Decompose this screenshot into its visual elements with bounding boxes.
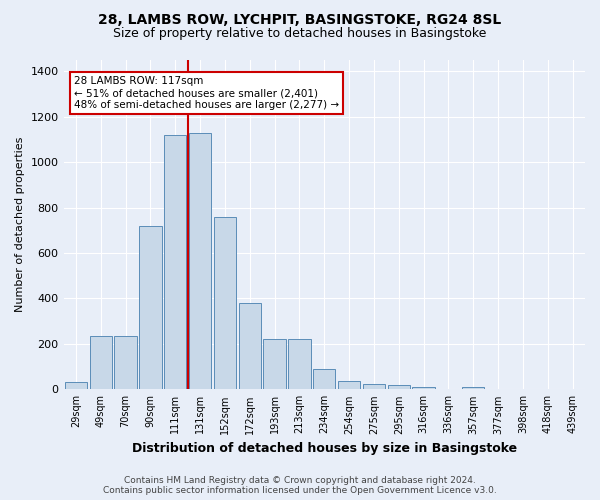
Text: 28, LAMBS ROW, LYCHPIT, BASINGSTOKE, RG24 8SL: 28, LAMBS ROW, LYCHPIT, BASINGSTOKE, RG2… <box>98 12 502 26</box>
Bar <box>263 339 286 390</box>
Bar <box>115 336 137 390</box>
Bar <box>313 369 335 390</box>
X-axis label: Distribution of detached houses by size in Basingstoke: Distribution of detached houses by size … <box>132 442 517 455</box>
Text: 28 LAMBS ROW: 117sqm
← 51% of detached houses are smaller (2,401)
48% of semi-de: 28 LAMBS ROW: 117sqm ← 51% of detached h… <box>74 76 339 110</box>
Bar <box>214 216 236 390</box>
Bar <box>65 382 87 390</box>
Bar <box>388 385 410 390</box>
Bar <box>139 226 161 390</box>
Bar <box>363 384 385 390</box>
Bar <box>338 382 360 390</box>
Bar <box>288 339 311 390</box>
Bar <box>412 387 435 390</box>
Y-axis label: Number of detached properties: Number of detached properties <box>15 137 25 312</box>
Bar <box>462 387 484 390</box>
Bar <box>89 336 112 390</box>
Bar <box>239 303 261 390</box>
Text: Contains HM Land Registry data © Crown copyright and database right 2024.
Contai: Contains HM Land Registry data © Crown c… <box>103 476 497 495</box>
Text: Size of property relative to detached houses in Basingstoke: Size of property relative to detached ho… <box>113 28 487 40</box>
Bar <box>164 135 187 390</box>
Bar <box>189 132 211 390</box>
